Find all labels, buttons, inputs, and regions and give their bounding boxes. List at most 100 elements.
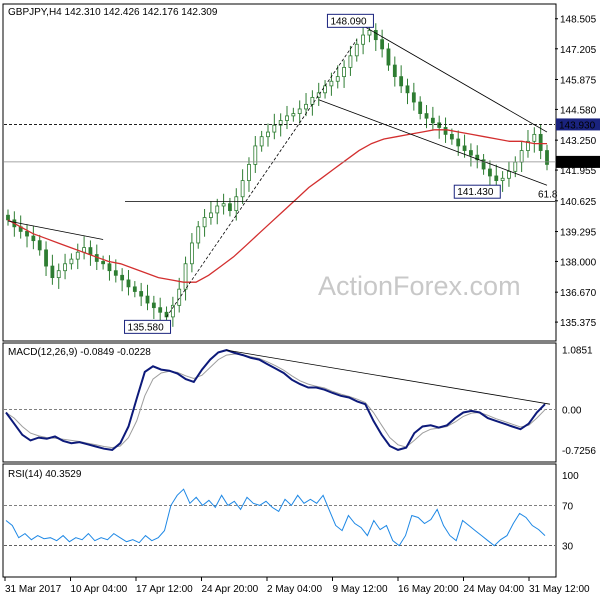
candle-body bbox=[456, 138, 461, 147]
candle-body bbox=[240, 180, 245, 198]
candle-body bbox=[259, 136, 264, 147]
price-y-tick-label: 145.875 bbox=[560, 76, 597, 87]
candle-body bbox=[342, 66, 346, 78]
candle-body bbox=[202, 217, 207, 228]
rsi-title: RSI(14) 40.3529 bbox=[8, 469, 82, 480]
candle-body bbox=[532, 133, 537, 142]
trendline-rising-dashed bbox=[166, 39, 358, 318]
candle-body bbox=[37, 240, 42, 251]
axes: 148.505 147.205 145.875 144.580 143.250 141.9… bbox=[4, 15, 597, 595]
candle-body bbox=[6, 214, 10, 221]
candle-body bbox=[291, 113, 296, 117]
candle-body bbox=[247, 164, 251, 181]
candle-body bbox=[132, 286, 137, 292]
candle-body bbox=[215, 205, 220, 214]
price-panel bbox=[2, 3, 557, 342]
macd-series bbox=[4, 349, 555, 451]
swing-label-box bbox=[124, 319, 172, 334]
candle-body bbox=[196, 226, 201, 244]
level-label: 61.8 bbox=[538, 189, 558, 200]
candle-body bbox=[101, 261, 106, 265]
x-tick-label: 2 May 04:00 bbox=[267, 584, 322, 595]
candle-body bbox=[507, 170, 511, 179]
x-tick-label: 9 May 12:00 bbox=[333, 584, 388, 595]
price-y-tick-label: 138.000 bbox=[560, 257, 597, 268]
candle-body bbox=[500, 177, 505, 181]
candle-body bbox=[107, 263, 112, 272]
candle-body bbox=[297, 108, 302, 114]
candle-body bbox=[513, 161, 518, 172]
rsi-panel bbox=[2, 463, 557, 578]
macd-line bbox=[5, 349, 546, 451]
candle-body bbox=[253, 145, 258, 165]
macd-panel bbox=[2, 342, 557, 463]
candle-body bbox=[481, 159, 486, 170]
x-tick-label: 16 May 20:00 bbox=[398, 584, 459, 595]
ema-line bbox=[7, 129, 547, 283]
candle-body bbox=[392, 64, 397, 78]
candle-body bbox=[329, 80, 334, 87]
candle-body bbox=[113, 270, 118, 276]
candle-body bbox=[475, 154, 480, 161]
price-series: 143.930 142.309 61.8 148.090 141.430 135.580 bbox=[4, 13, 600, 334]
candle-body bbox=[228, 203, 232, 212]
candle-body bbox=[354, 43, 359, 57]
x-tick-label: 24 Apr 20:00 bbox=[202, 584, 259, 595]
candle-body bbox=[399, 76, 404, 87]
x-tick-label: 31 Mar 2017 bbox=[5, 584, 62, 595]
candle-body bbox=[272, 124, 277, 133]
candle-body bbox=[380, 39, 385, 50]
candle-body bbox=[69, 258, 74, 265]
candle-body bbox=[170, 304, 175, 318]
price-y-tick-label: 144.580 bbox=[560, 105, 597, 116]
candle-body bbox=[469, 150, 473, 156]
candle-body bbox=[367, 30, 372, 36]
candle-body bbox=[494, 175, 499, 181]
candle-body bbox=[285, 115, 289, 121]
macd-trendline bbox=[226, 349, 551, 405]
candle-body bbox=[177, 288, 182, 306]
price-y-tick-label: 140.625 bbox=[560, 197, 597, 208]
candle-body bbox=[488, 168, 492, 177]
candle-body bbox=[545, 150, 549, 165]
price-y-tick-label: 136.670 bbox=[560, 288, 597, 299]
candle-body bbox=[418, 101, 423, 114]
candle-body bbox=[323, 85, 327, 94]
candle-body bbox=[449, 133, 454, 140]
swing-label-box bbox=[326, 13, 374, 28]
candle-body bbox=[405, 85, 410, 94]
candle-body bbox=[304, 103, 308, 110]
macd-y-tick-label: 1.0851 bbox=[562, 345, 593, 356]
candle-body bbox=[151, 302, 156, 309]
candle-body bbox=[424, 113, 429, 119]
candle-body bbox=[44, 249, 48, 267]
candle-body bbox=[63, 263, 67, 272]
x-tick-label: 10 Apr 04:00 bbox=[71, 584, 128, 595]
candle-body bbox=[145, 295, 150, 304]
candle-body bbox=[386, 48, 391, 66]
candle-body bbox=[538, 133, 543, 151]
swing-label: 141.430 bbox=[457, 187, 494, 198]
candle-body bbox=[437, 122, 442, 128]
price-y-tick-label: 139.295 bbox=[560, 228, 597, 239]
candle-body bbox=[31, 235, 36, 242]
level-tag: 142.309 bbox=[559, 158, 596, 169]
swing-label: 148.090 bbox=[330, 16, 367, 27]
candle-body bbox=[411, 92, 416, 103]
swing-label: 135.580 bbox=[128, 322, 165, 333]
macd-y-tick-label: 0.00 bbox=[562, 406, 582, 417]
x-tick-label: 17 Apr 12:00 bbox=[136, 584, 193, 595]
candle-body bbox=[373, 30, 378, 41]
candle-body bbox=[120, 274, 125, 281]
channel-upper-line bbox=[362, 25, 548, 133]
price-y-tick-label: 141.955 bbox=[560, 166, 597, 177]
level-tag-box bbox=[556, 155, 600, 168]
candle-body bbox=[266, 131, 270, 138]
macd-y-tick-label: -0.7256 bbox=[562, 446, 596, 457]
candle-body bbox=[310, 97, 315, 105]
candle-body bbox=[126, 279, 131, 288]
candle-body bbox=[189, 242, 194, 265]
candle-body bbox=[443, 127, 448, 135]
candle-body bbox=[519, 150, 524, 163]
